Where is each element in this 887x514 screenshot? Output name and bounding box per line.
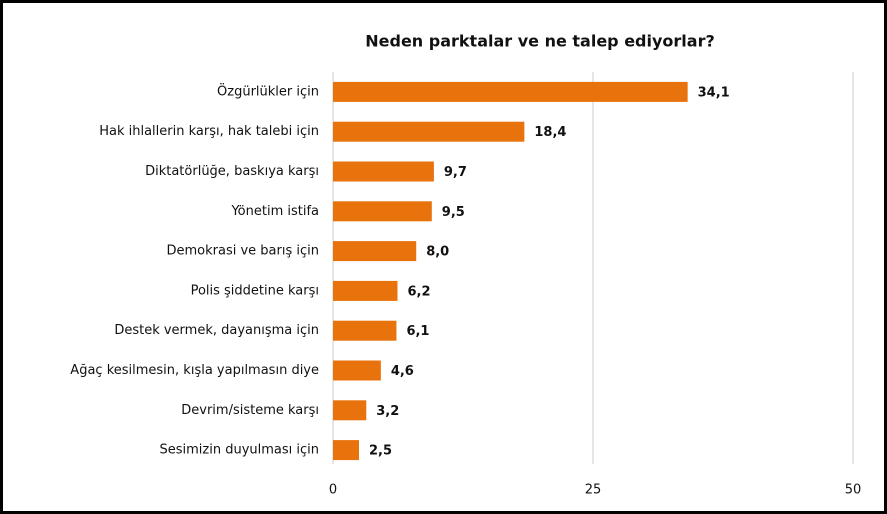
bar (333, 201, 432, 222)
y-tick-label: Devrim/sisteme karşı (181, 403, 319, 418)
y-tick-label: Diktatörlüğe, baskıya karşı (145, 164, 319, 179)
value-label: 2,5 (369, 444, 392, 459)
bar (333, 440, 359, 461)
bar (333, 241, 417, 262)
y-tick-label: Özgürlükler için (217, 82, 319, 99)
bar (333, 81, 688, 102)
bar (333, 400, 367, 421)
y-tick-label: Hak ihlallerin karşı, hak talebi için (99, 124, 319, 139)
value-label: 9,7 (444, 165, 467, 180)
bar (333, 161, 434, 182)
bar (333, 121, 525, 142)
value-label: 3,2 (376, 404, 399, 419)
value-label: 34,1 (698, 85, 730, 100)
value-label: 9,5 (442, 205, 465, 220)
y-tick-label: Destek vermek, dayanışma için (114, 323, 319, 338)
value-label: 4,6 (391, 364, 414, 379)
value-label: 8,0 (426, 245, 449, 260)
value-label: 18,4 (534, 125, 566, 140)
x-tick-label: 50 (845, 483, 862, 498)
y-tick-label: Yönetim istifa (230, 204, 319, 219)
y-tick-label: Polis şiddetine karşı (191, 283, 319, 298)
y-tick-label: Sesimizin duyulması için (159, 443, 319, 458)
y-tick-label: Ağaç kesilmesin, kışla yapılmasın diye (70, 363, 319, 378)
bar (333, 320, 397, 341)
value-label: 6,2 (407, 284, 430, 299)
bar (333, 360, 381, 381)
x-tick-label: 25 (585, 483, 602, 498)
y-tick-label: Demokrasi ve barış için (167, 244, 320, 259)
chart-title: Neden parktalar ve ne talep ediyorlar? (365, 32, 715, 51)
bar (333, 280, 398, 301)
value-label: 6,1 (406, 324, 429, 339)
x-tick-label: 0 (329, 483, 337, 498)
